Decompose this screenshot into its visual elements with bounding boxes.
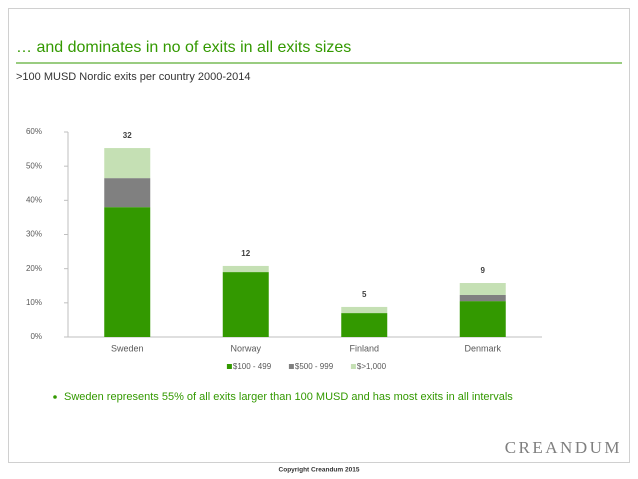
bar-segment — [459, 294, 506, 302]
x-tick-label: Denmark — [464, 343, 501, 353]
count-label: 32 — [123, 131, 132, 140]
x-tick-label: Finland — [349, 343, 379, 353]
bar-segment — [104, 207, 151, 337]
bullet-dot — [53, 395, 57, 399]
bar-segment — [104, 148, 151, 179]
bar-segment — [222, 265, 269, 273]
legend-label: $>1,000 — [357, 362, 387, 371]
slide-title: … and dominates in no of exits in all ex… — [16, 39, 351, 56]
x-tick-label: Norway — [230, 343, 261, 353]
legend-swatch — [226, 364, 232, 369]
count-label: 9 — [481, 266, 486, 275]
bar-segment — [459, 283, 506, 295]
subtitle: >100 MUSD Nordic exits per country 2000-… — [16, 71, 250, 83]
count-label: 12 — [241, 249, 250, 258]
count-label: 5 — [362, 290, 367, 299]
legend-swatch — [288, 364, 294, 369]
logo: CREANDUM — [505, 438, 622, 457]
y-tick-label: 0% — [30, 332, 42, 341]
y-tick-label: 20% — [26, 264, 42, 273]
bar-segment — [104, 178, 151, 208]
bar-segment — [459, 301, 506, 337]
y-tick-label: 40% — [26, 195, 42, 204]
legend-label: $100 - 499 — [233, 362, 272, 371]
x-tick-label: Sweden — [111, 343, 144, 353]
footer: Copyright Creandum 2015 — [279, 467, 360, 474]
bullet-text: Sweden represents 55% of all exits large… — [64, 391, 513, 403]
bar-segment — [222, 272, 269, 337]
legend-label: $500 - 999 — [295, 362, 334, 371]
y-tick-label: 60% — [26, 127, 42, 136]
y-tick-label: 50% — [26, 161, 42, 170]
y-tick-label: 10% — [26, 298, 42, 307]
legend-swatch — [350, 364, 356, 369]
chart: 0% 10% 20% 30% 40% 50% 60% Sweden 32 Norway 12 Finl… — [26, 127, 542, 371]
bar-segment — [341, 306, 388, 314]
y-tick-label: 30% — [26, 230, 42, 239]
bar-segment — [341, 313, 388, 337]
